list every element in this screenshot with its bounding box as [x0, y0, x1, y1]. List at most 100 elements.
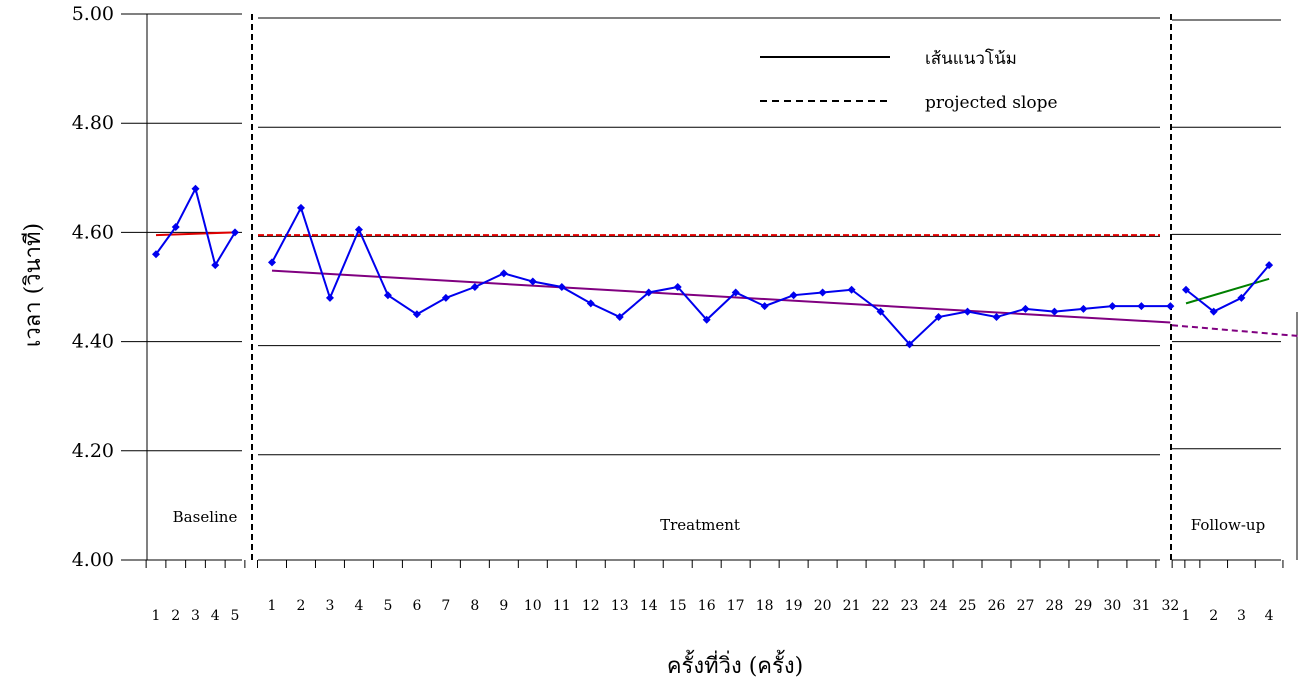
x-tick-label: 21	[843, 598, 861, 614]
data-point	[325, 293, 334, 302]
x-tick-label: 7	[441, 598, 450, 614]
x-tick-label: 19	[785, 598, 803, 614]
data-point	[268, 258, 276, 267]
x-tick-label: 13	[611, 598, 629, 614]
x-tick-label: 20	[814, 598, 832, 614]
x-tick-label: 4	[211, 608, 220, 624]
legend-label-trend: เส้นแนวโน้ม	[925, 48, 1017, 69]
legend: เส้นแนวโน้ม projected slope	[760, 48, 1058, 113]
data-point	[1021, 304, 1030, 313]
y-tick-label: 4.00	[72, 549, 114, 571]
series-line	[155, 185, 236, 268]
x-tick-label: 30	[1104, 598, 1122, 614]
data-point	[1209, 307, 1218, 316]
data-point	[847, 285, 856, 294]
y-tick-label: 4.20	[72, 440, 114, 462]
data-point	[1137, 302, 1146, 311]
x-tick-label: 26	[988, 598, 1006, 614]
x-tick-label: 22	[872, 598, 890, 614]
phase-label: Treatment	[660, 516, 740, 534]
data-point	[1182, 285, 1190, 294]
x-tick-label: 1	[152, 608, 161, 624]
data-point	[934, 313, 943, 322]
x-tick-label: 3	[1237, 608, 1246, 624]
x-tick-label: 23	[901, 598, 919, 614]
axes	[121, 14, 1298, 568]
data-point	[1079, 304, 1088, 313]
data-point	[383, 291, 392, 300]
data-point	[1237, 293, 1246, 302]
x-tick-label: 3	[191, 608, 200, 624]
x-tick-label: 14	[640, 598, 658, 614]
legend-label-projected: projected slope	[925, 93, 1058, 113]
data-point	[191, 184, 200, 193]
x-tick-label: 2	[297, 598, 306, 614]
data-point	[789, 291, 798, 300]
data-series	[152, 184, 1274, 349]
data-point	[1050, 307, 1059, 316]
data-point	[963, 307, 972, 316]
data-point	[211, 261, 220, 270]
x-axis-title: ครั้งที่วิ่ง (ครั้ง)	[667, 650, 803, 679]
y-tick-label: 4.40	[72, 331, 114, 353]
projected-slope-line	[1171, 324, 1301, 338]
x-tick-label: 5	[231, 608, 240, 624]
x-tick-label: 25	[959, 598, 977, 614]
x-tick-label: 3	[325, 598, 334, 614]
data-point	[1265, 261, 1274, 270]
phase-label: Follow-up	[1191, 516, 1265, 534]
data-point	[412, 310, 421, 319]
x-tick-label: 9	[499, 598, 508, 614]
trend-line	[271, 269, 1171, 324]
data-point	[615, 313, 624, 322]
x-tick-label: 29	[1075, 598, 1093, 614]
x-tick-label: 32	[1161, 598, 1179, 614]
x-tick-label: 1	[268, 598, 277, 614]
x-tick-label: 17	[727, 598, 745, 614]
x-tick-label: 28	[1046, 598, 1064, 614]
phase-label: Baseline	[173, 508, 238, 526]
x-tick-label: 4	[354, 598, 363, 614]
y-tick-label: 4.60	[72, 221, 114, 243]
data-point	[760, 302, 769, 311]
y-axis-title: เวลา (วินาที)	[21, 223, 46, 347]
x-tick-label: 6	[412, 598, 421, 614]
x-tick-label: 16	[698, 598, 716, 614]
y-tick-label: 4.80	[72, 112, 114, 134]
data-point	[644, 288, 653, 297]
data-point	[1108, 302, 1117, 311]
data-point	[171, 222, 180, 231]
data-point	[499, 269, 508, 278]
data-point	[673, 283, 682, 291]
data-point	[731, 288, 740, 297]
data-point	[992, 313, 1001, 322]
data-point	[876, 307, 885, 316]
data-point	[586, 299, 595, 308]
x-tick-label: 2	[1209, 608, 1218, 624]
data-point	[441, 293, 450, 302]
data-point	[152, 250, 160, 259]
data-point	[818, 288, 827, 297]
x-tick-label: 18	[756, 598, 774, 614]
data-point	[296, 203, 305, 212]
data-point	[354, 225, 363, 234]
data-point	[557, 283, 566, 291]
x-tick-label: 10	[524, 598, 542, 614]
series-line	[1185, 264, 1270, 313]
trend-lines	[155, 231, 1301, 338]
x-tick-label: 8	[470, 598, 479, 614]
x-tick-label: 1	[1182, 608, 1191, 624]
x-tick-label: 5	[383, 598, 392, 614]
x-tick-label: 2	[171, 608, 180, 624]
data-point	[1166, 302, 1175, 311]
data-point	[231, 228, 239, 237]
gridlines	[121, 13, 1281, 456]
x-tick-label: 12	[582, 598, 600, 614]
x-tick-label: 27	[1017, 598, 1035, 614]
series-line	[271, 205, 1171, 346]
x-tick-label: 24	[930, 598, 948, 614]
data-point	[905, 340, 914, 349]
data-point	[470, 283, 479, 291]
